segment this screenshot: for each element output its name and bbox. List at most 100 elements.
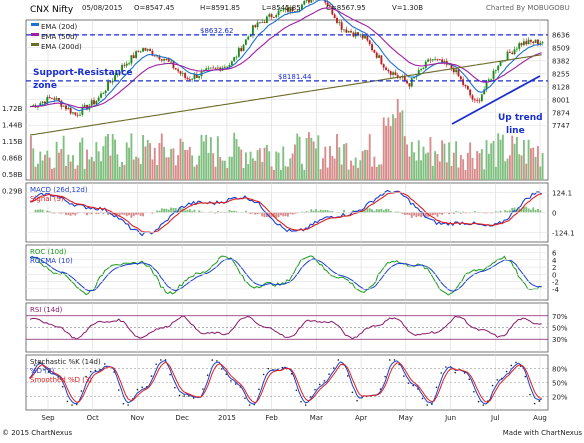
volume-bar xyxy=(479,153,481,180)
x-tick-label: Dec xyxy=(175,414,189,422)
candle-body xyxy=(439,59,441,60)
macd-histogram-bar xyxy=(278,213,280,218)
volume-bar xyxy=(37,164,39,180)
volume-bar xyxy=(313,141,315,180)
stoch-k-dot xyxy=(352,391,354,393)
volume-bar xyxy=(238,147,240,180)
volume-bar xyxy=(539,167,541,180)
candle-body xyxy=(107,82,109,91)
volume-bar xyxy=(84,169,86,180)
stoch-k-dot xyxy=(183,395,185,397)
volume-bar xyxy=(521,155,523,180)
macd-histogram-bar xyxy=(418,213,420,217)
candle-body xyxy=(72,112,74,113)
volume-bar xyxy=(229,157,231,180)
x-tick-label: Aug xyxy=(533,414,547,422)
candle-body xyxy=(479,100,481,101)
volume-bar xyxy=(331,156,333,180)
macd-histogram-bar xyxy=(170,208,172,213)
volume-bar xyxy=(425,154,427,180)
macd-histogram-bar xyxy=(411,213,413,218)
volume-bar xyxy=(245,152,247,180)
volume-bar xyxy=(74,169,76,180)
volume-bar xyxy=(79,142,81,180)
macd-histogram-bar xyxy=(285,213,287,217)
macd-histogram-bar xyxy=(327,210,329,212)
volume-bar xyxy=(180,139,182,180)
candle-body xyxy=(423,68,425,69)
volume-bar xyxy=(401,110,403,180)
volume-bar xyxy=(383,117,385,180)
volume-bar xyxy=(208,153,210,180)
volume-bar xyxy=(308,132,310,180)
macd-histogram-bar xyxy=(123,213,125,216)
legend-entry: RSI (14d) xyxy=(30,306,63,314)
uptrend-note: Up trend xyxy=(498,113,543,123)
candle-body xyxy=(144,48,146,51)
macd-histogram-bar xyxy=(130,213,132,218)
macd-histogram-bar xyxy=(194,210,196,213)
candle-body xyxy=(184,73,186,78)
legend-entry: ROCMA (10) xyxy=(30,257,73,265)
macd-histogram-bar xyxy=(380,209,382,213)
candle-body xyxy=(359,35,361,36)
candle-body xyxy=(166,59,168,60)
volume-bar xyxy=(359,160,361,180)
macd-histogram-bar xyxy=(189,209,191,212)
candle-body xyxy=(509,52,511,53)
stoch-k-dot xyxy=(319,384,321,386)
candle-body xyxy=(264,22,266,23)
macd-histogram-bar xyxy=(254,213,256,215)
stoch-k-dot xyxy=(118,389,120,391)
volume-bar xyxy=(205,135,207,180)
volume-bar xyxy=(58,153,60,180)
volume-bar xyxy=(32,148,34,180)
candle-body xyxy=(257,22,259,27)
legend-entry: %D (3) xyxy=(30,367,54,375)
macd-histogram-bar xyxy=(434,213,436,215)
candle-body xyxy=(243,45,245,51)
volume-bar xyxy=(427,153,429,180)
candle-body xyxy=(530,40,532,42)
volume-bar xyxy=(147,140,149,180)
stoch-k-dot xyxy=(244,397,246,399)
stoch-k-dot xyxy=(422,398,424,400)
volume-bar xyxy=(163,147,165,180)
stoch-k-dot xyxy=(268,368,270,370)
volume-bar xyxy=(177,155,179,180)
volume-bar xyxy=(303,170,305,180)
macd-histogram-bar xyxy=(42,210,44,213)
candle-body xyxy=(65,106,67,110)
candle-body xyxy=(462,79,464,85)
candle-body xyxy=(149,49,151,51)
stoch-k-dot xyxy=(525,376,527,378)
volume-bar xyxy=(156,165,158,180)
volume-bar xyxy=(123,165,125,180)
volume-bar xyxy=(352,165,354,180)
macd-histogram-bar xyxy=(376,209,378,213)
volume-bar xyxy=(168,157,170,180)
candle-body xyxy=(518,43,520,49)
volume-bar xyxy=(500,140,502,180)
macd-histogram-bar xyxy=(39,209,41,212)
legend-entry: Signal (9) xyxy=(30,195,64,203)
macd-histogram-bar xyxy=(315,209,317,212)
volume-bar xyxy=(460,155,462,180)
stoch-k-dot xyxy=(482,404,484,406)
macd-histogram-bar xyxy=(366,209,368,213)
volume-bar xyxy=(67,155,69,180)
candle-body xyxy=(56,98,58,100)
volume-bar xyxy=(523,140,525,180)
macd-histogram-bar xyxy=(65,213,67,215)
macd-histogram-bar xyxy=(70,213,72,216)
stoch-k-dot xyxy=(169,374,171,376)
volume-bar xyxy=(488,154,490,180)
candle-body xyxy=(205,69,207,71)
candle-body xyxy=(345,29,347,32)
macd-histogram-bar xyxy=(537,209,539,213)
stoch-k-dot xyxy=(296,389,298,391)
volume-tick-label: 1.44B xyxy=(2,122,23,130)
footer-made-with: Made with ChartNexus xyxy=(503,429,583,437)
volume-bar xyxy=(187,150,189,180)
volume-bar xyxy=(273,170,275,180)
